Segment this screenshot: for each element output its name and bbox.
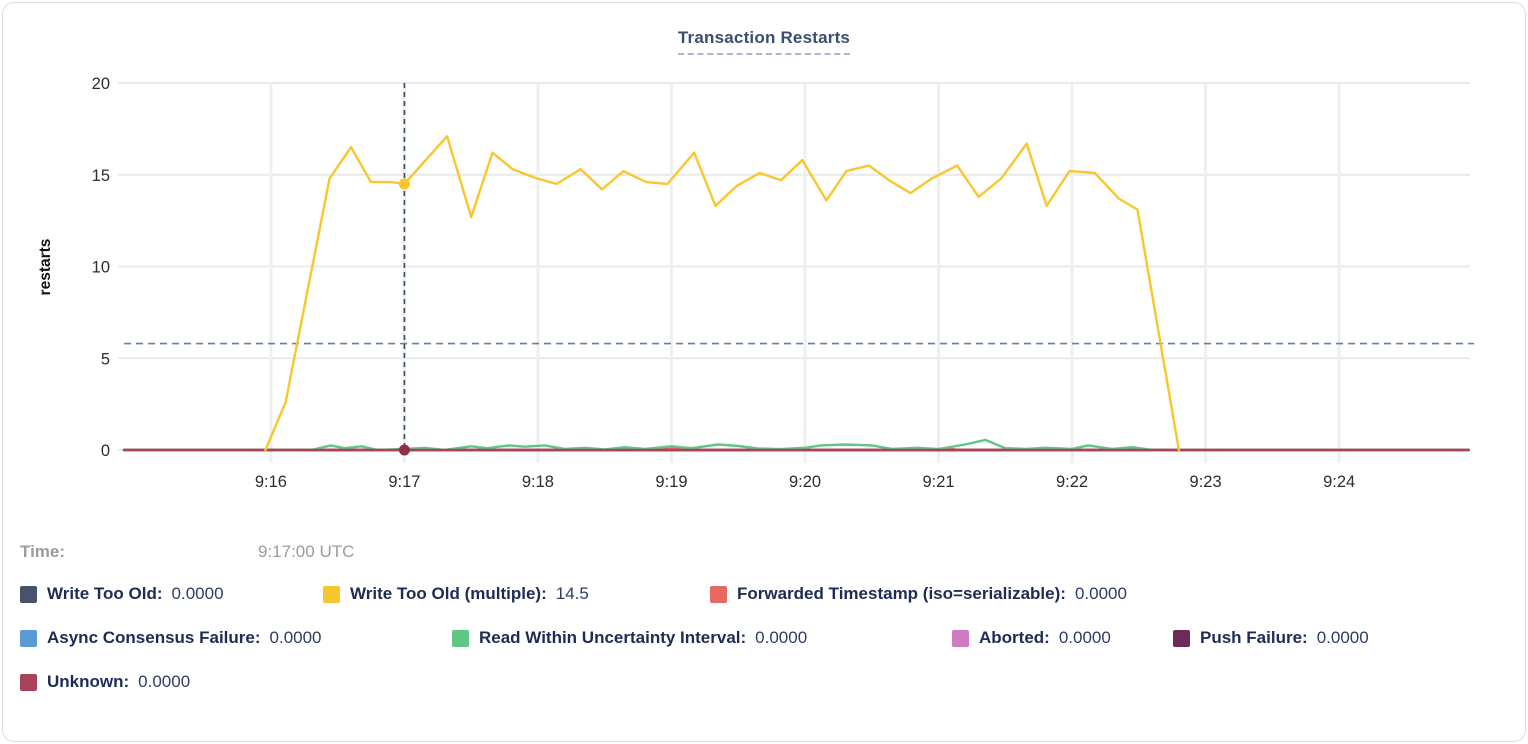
svg-text:20: 20 — [92, 75, 110, 93]
chart-title[interactable]: Transaction Restarts — [677, 28, 851, 55]
legend-label: Aborted: — [979, 628, 1050, 647]
svg-text:9:17: 9:17 — [388, 473, 420, 491]
legend-value: 0.0000 — [138, 672, 191, 691]
push-failure-swatch — [1173, 629, 1190, 647]
legend-value: 14.5 — [555, 584, 589, 603]
hover-tooltip-block: Time: 9:17:00 UTC Write Too Old: 0.0000 … — [0, 530, 1528, 702]
svg-text:9:19: 9:19 — [655, 473, 687, 491]
legend-label: Read Within Uncertainty Interval: — [479, 628, 747, 647]
legend-item-write-too-old-multiple[interactable]: Write Too Old (multiple): 14.5 — [323, 584, 710, 604]
read-within-uncertainty-swatch — [452, 629, 469, 647]
legend-value: 0.0000 — [1074, 584, 1127, 603]
svg-text:9:18: 9:18 — [522, 473, 554, 491]
legend-value: 0.0000 — [1058, 628, 1111, 647]
legend-label: Unknown: — [47, 672, 130, 691]
legend-item-aborted[interactable]: Aborted: 0.0000 — [952, 628, 1173, 648]
svg-text:0: 0 — [101, 442, 110, 460]
time-value: 9:17:00 UTC — [258, 542, 355, 561]
svg-text:9:21: 9:21 — [922, 473, 954, 491]
svg-text:9:23: 9:23 — [1190, 473, 1222, 491]
legend-item-push-failure[interactable]: Push Failure: 0.0000 — [1173, 628, 1369, 648]
svg-text:5: 5 — [101, 350, 110, 368]
time-label: Time: — [20, 542, 66, 561]
legend-item-async-consensus-failure[interactable]: Async Consensus Failure: 0.0000 — [20, 628, 452, 648]
write-too-old-swatch — [20, 585, 37, 603]
legend-label: Write Too Old: — [47, 584, 163, 603]
legend-label: Push Failure: — [1200, 628, 1308, 647]
legend-value: 0.0000 — [171, 584, 224, 603]
hover-time-row: Time: 9:17:00 UTC — [0, 536, 1528, 570]
legend-label: Async Consensus Failure: — [47, 628, 261, 647]
svg-text:9:16: 9:16 — [255, 473, 287, 491]
legend-item-unknown[interactable]: Unknown: 0.0000 — [20, 672, 190, 692]
unknown-swatch — [20, 673, 37, 691]
legend-item-read-within-uncertainty[interactable]: Read Within Uncertainty Interval: 0.0000 — [452, 628, 952, 648]
chart-title-wrap: Transaction Restarts — [0, 28, 1528, 55]
write-too-old-multiple-swatch — [323, 585, 340, 603]
svg-text:restarts: restarts — [37, 239, 54, 296]
legend-value: 0.0000 — [755, 628, 808, 647]
legend-value: 0.0000 — [269, 628, 322, 647]
legend-item-write-too-old[interactable]: Write Too Old: 0.0000 — [20, 584, 323, 604]
transaction-restarts-chart[interactable]: 0 5 10 15 20 9:16 9:17 9:18 9:19 9:20 9:21 9:22 9:23… — [0, 0, 1528, 520]
svg-text:9:20: 9:20 — [789, 473, 821, 491]
forwarded-timestamp-swatch — [710, 585, 727, 603]
legend-label: Write Too Old (multiple): — [350, 584, 547, 603]
legend-row-1: Write Too Old: 0.0000 Write Too Old (mul… — [0, 584, 1528, 614]
legend-item-forwarded-timestamp[interactable]: Forwarded Timestamp (iso=serializable): … — [710, 584, 1127, 604]
svg-text:10: 10 — [92, 259, 110, 277]
legend-row-2: Async Consensus Failure: 0.0000 Read Wit… — [0, 628, 1528, 658]
legend-label: Forwarded Timestamp (iso=serializable): — [737, 584, 1066, 603]
aborted-swatch — [952, 629, 969, 647]
legend-value: 0.0000 — [1316, 628, 1369, 647]
legend-row-3: Unknown: 0.0000 — [0, 672, 1528, 702]
async-consensus-failure-swatch — [20, 629, 37, 647]
svg-text:9:22: 9:22 — [1056, 473, 1088, 491]
svg-text:15: 15 — [92, 167, 110, 185]
svg-text:9:24: 9:24 — [1323, 473, 1355, 491]
